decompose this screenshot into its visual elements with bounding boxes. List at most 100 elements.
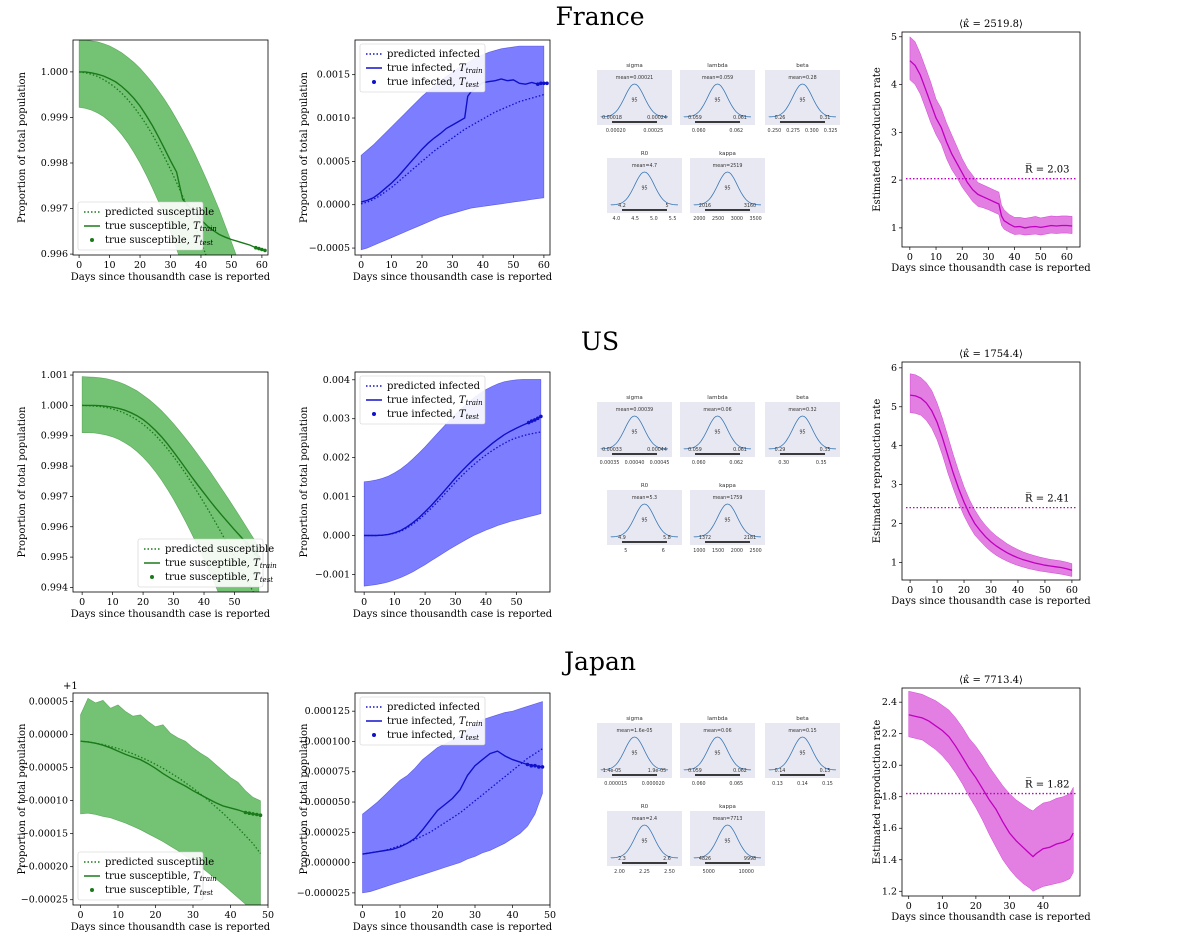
rt-mean-line [910, 394, 1073, 571]
x-tick-label: 20 [958, 585, 970, 596]
x-tick-label: 40 [195, 260, 207, 271]
posterior-title: beta [796, 395, 808, 401]
test-point [258, 813, 263, 817]
legend-box [359, 375, 486, 425]
y-tick-label: 0.00005 [29, 697, 68, 708]
test-point [529, 763, 534, 768]
rt-average-label: R̅ = 1.82 [1025, 779, 1070, 791]
posterior-title: R0 [641, 151, 649, 157]
rt-title: ⟨κ̂ = 1754.4⟩ [959, 349, 1023, 360]
posterior-tick-label: 0.13 [772, 781, 783, 787]
posterior-R0-1: R0 mean=5.3 95 4.9 5.8 5 6 [607, 483, 682, 554]
x-tick-label: 50 [1039, 585, 1051, 596]
posterior-title: sigma [626, 395, 643, 401]
posterior-tick-label: 0.00045 [650, 460, 670, 466]
y-axis-label: Proportion of total population [17, 406, 28, 558]
x-tick-label: 30 [469, 910, 481, 921]
confidence-band [78, 40, 237, 255]
y-tick-label: 0.000100 [305, 736, 350, 747]
x-tick-label: 40 [1037, 901, 1049, 912]
x-tick-label: 50 [228, 597, 240, 608]
posterior-density-curve [610, 824, 679, 859]
posterior-kappa-0: kappa mean=2519 95 2016 3160 2000 2500 3000 3500 [690, 151, 765, 222]
test-point [243, 810, 248, 815]
posterior-hdi-low: 0.059 [688, 447, 702, 453]
x-tick-label: 40 [1012, 585, 1024, 596]
y-tick-label: 2.4 [882, 697, 897, 708]
posterior-tick-label: 0.060 [692, 781, 706, 787]
legend-test-label: true infected, Ttest [387, 77, 479, 89]
posterior-hdi-high: 2181 [744, 535, 756, 541]
x-tick-label: 30 [982, 252, 994, 263]
confidence-band [360, 45, 545, 251]
x-axis-label: Days since thousandth case is reported [353, 609, 553, 620]
posterior-tick-label: 0.00020 [606, 128, 626, 134]
posterior-mean-label: mean=0.15 [788, 728, 816, 734]
y-tick-label: 0.997 [41, 204, 68, 215]
x-tick-label: 60 [1066, 585, 1078, 596]
posterior-tick-label: 0.000015 [604, 781, 627, 787]
x-tick-label: 60 [256, 260, 268, 271]
y-tick-label: 0.000125 [305, 706, 350, 717]
posterior-tick-label: 2.25 [639, 869, 650, 875]
posterior-hdi-label: 95 [714, 751, 720, 757]
y-tick-label: 4 [891, 441, 897, 452]
posterior-density-curve [683, 83, 752, 118]
posterior-density-curve [768, 83, 837, 118]
posterior-sigma-0: sigma mean=0.00021 95 0.00018 0.00024 0.00020… [597, 63, 672, 134]
axes-frame [72, 371, 269, 593]
axes-frame [354, 692, 551, 906]
posterior-tick-label: 4.5 [631, 216, 639, 222]
axes-frame [354, 371, 551, 593]
y-tick-label: −0.0005 [309, 243, 350, 254]
y-tick-label: 0.000025 [305, 827, 350, 838]
posterior-density-curve [693, 171, 762, 206]
posterior-hdi-label: 95 [799, 98, 805, 104]
y-tick-label: 6 [891, 363, 897, 374]
susceptible-chart-0: 0.996 0.997 0.998 0.999 1.000 0 10 20 30 40 50 60Da… [17, 39, 271, 283]
posterior-hdi-high: 0.061 [733, 115, 747, 121]
posterior-lambda-2: lambda mean=0.06 95 0.059 0.062 0.060 0.065 [680, 716, 755, 787]
posterior-tick-label: 0.000020 [642, 781, 665, 787]
posterior-mean-label: mean=0.06 [703, 728, 731, 734]
posterior-mean-label: mean=7713 [713, 816, 743, 822]
x-tick-label: 10 [386, 260, 398, 271]
posterior-hdi-low: 0.00033 [602, 447, 622, 453]
x-tick-label: 0 [358, 260, 364, 271]
posterior-hdi-label: 95 [724, 839, 730, 845]
posterior-density-curve [768, 736, 837, 771]
infected-chart-2-plot-area [362, 701, 545, 894]
test-point [533, 418, 537, 422]
posterior-hdi-label: 95 [724, 186, 730, 192]
posterior-beta-1: beta mean=0.32 95 0.29 0.35 0.30 0.35 [765, 395, 840, 466]
x-tick-label: 20 [970, 901, 982, 912]
x-tick-label: 30 [164, 260, 176, 271]
posterior-density-curve [693, 503, 762, 538]
posterior-tick-label: 0.062 [729, 460, 743, 466]
posterior-tick-label: 2000 [731, 548, 743, 554]
y-tick-label: 0.000 [323, 531, 350, 542]
true-train-series-line [360, 78, 545, 203]
y-tick-label: 5 [891, 402, 897, 413]
y-tick-label: 2 [891, 175, 897, 186]
posterior-tick-label: 2000 [693, 216, 705, 222]
y-tick-label: 0.002 [323, 453, 350, 464]
y-axis-label: Proportion of total population [299, 71, 310, 223]
y-tick-label: 0.001 [323, 492, 350, 503]
posterior-title: sigma [626, 716, 643, 722]
posterior-lambda-0: lambda mean=0.059 95 0.059 0.061 0.060 0.062 [680, 63, 755, 134]
posterior-title: sigma [626, 63, 643, 69]
susceptible-chart-2: −0.00025 −0.00020 −0.00015 −0.00010 −0.00005… [17, 681, 274, 933]
y-tick-label: 3 [891, 480, 897, 491]
y-tick-label: 0.00000 [29, 730, 68, 741]
posterior-title: kappa [719, 151, 736, 157]
y-tick-label: 3 [891, 127, 897, 138]
x-tick-label: 40 [198, 597, 210, 608]
y-tick-label: −0.00015 [21, 829, 68, 840]
posterior-tick-label: 0.250 [768, 128, 782, 134]
posterior-beta-0: beta mean=0.28 95 0.26 0.31 0.250 0.275 0.300 0.… [765, 63, 840, 134]
posterior-hdi-label: 95 [799, 751, 805, 757]
legend-train-label: true susceptible, Ttrain [105, 221, 217, 233]
y-tick-label: 5 [891, 32, 897, 43]
x-tick-label: 40 [506, 910, 518, 921]
